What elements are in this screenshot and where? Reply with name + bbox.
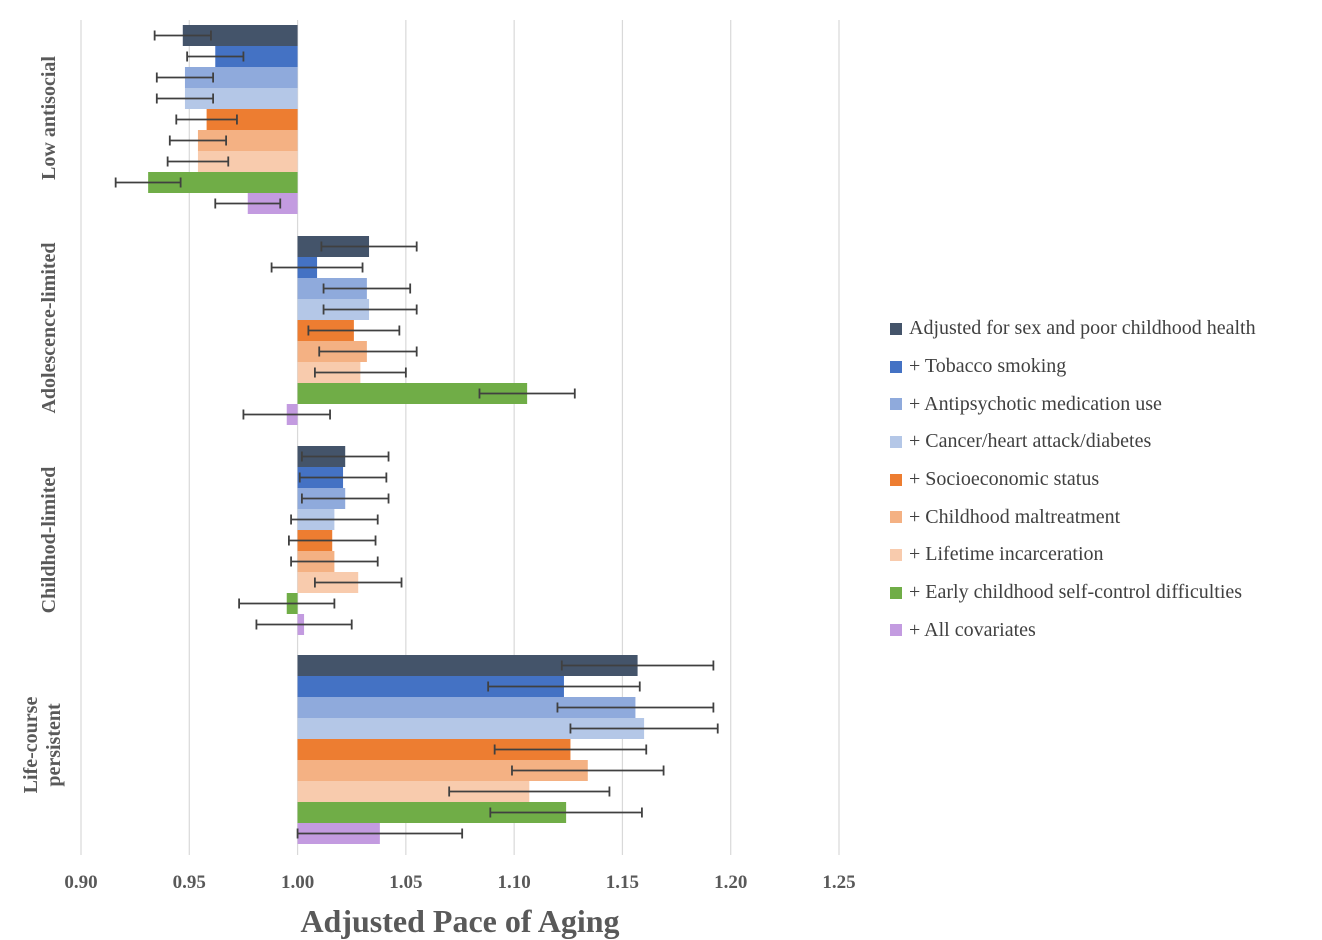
x-tick-label: 1.00 [281, 872, 314, 893]
legend-swatch [890, 435, 902, 448]
legend-item: + Childhood maltreatment [890, 498, 1320, 536]
x-tick-labels: 0.90 0.95 1.00 1.05 1.10 1.15 1.20 1.25 [64, 872, 855, 893]
error-bar [493, 744, 648, 755]
error-bar [168, 135, 228, 146]
error-bar [298, 472, 388, 483]
error-bar [478, 388, 576, 399]
legend-item: + Early childhood self-control difficult… [890, 574, 1320, 612]
error-bar [489, 807, 643, 818]
bars [148, 25, 645, 844]
error-bar [560, 660, 715, 671]
error-bar [487, 681, 641, 692]
legend-item: Adjusted for sex and poor childhood heal… [890, 310, 1320, 348]
error-bar [511, 765, 665, 776]
legend-label: + Socioeconomic status [909, 468, 1100, 491]
category-labels: Low antisocial Adolescence-limited Childho… [20, 56, 65, 794]
legend-item: + All covariates [890, 612, 1320, 650]
error-bar [296, 828, 464, 839]
legend-swatch [890, 624, 902, 637]
legend-item: + Socioeconomic status [890, 461, 1320, 499]
bar [297, 760, 588, 781]
legend-swatch [890, 548, 902, 561]
legend-label: + Tobacco smoking [909, 355, 1067, 378]
error-bar [270, 262, 364, 273]
bar [297, 676, 564, 697]
legend-swatch [890, 473, 902, 486]
error-bar [556, 702, 715, 713]
legend-label: Adjusted for sex and poor childhood heal… [909, 317, 1256, 340]
x-tick-label: 1.20 [714, 872, 747, 893]
error-bar [255, 619, 353, 630]
legend-label: + Lifetime incarceration [909, 543, 1104, 566]
error-bar [153, 30, 212, 41]
bar [297, 718, 645, 739]
legend-item: + Antipsychotic medication use [890, 385, 1320, 423]
x-tick-label: 0.90 [64, 872, 97, 893]
legend-item: + Cancer/heart attack/diabetes [890, 423, 1320, 461]
x-axis-title: Adjusted Pace of Aging [300, 903, 619, 939]
x-tick-label: 1.15 [606, 872, 639, 893]
error-bar [322, 304, 418, 315]
error-bar [186, 51, 245, 62]
error-bar [307, 325, 401, 336]
bar [297, 781, 530, 802]
bar [297, 383, 528, 404]
category-label: Adolescence-limited [38, 242, 60, 413]
error-bar [155, 93, 215, 104]
legend-label: + Cancer/heart attack/diabetes [909, 430, 1152, 453]
error-bar [166, 156, 230, 167]
error-bar [175, 114, 238, 125]
legend-label: + Childhood maltreatment [909, 505, 1121, 528]
bar [182, 25, 298, 46]
bar [184, 88, 298, 109]
legend-label: + All covariates [909, 618, 1036, 641]
legend-swatch [890, 360, 902, 373]
error-bar [569, 723, 719, 734]
error-bar [322, 283, 412, 294]
error-bar [155, 72, 215, 83]
error-bar [288, 535, 377, 546]
bar [297, 739, 571, 760]
legend-swatch [890, 511, 902, 524]
error-bars [114, 30, 719, 839]
error-bar [320, 241, 418, 252]
category-label: Childhod-limited [38, 467, 60, 614]
error-bar [313, 367, 407, 378]
error-bar [242, 409, 331, 420]
bar [297, 802, 567, 823]
bar [148, 172, 298, 193]
bar [197, 151, 298, 172]
legend-item: + Lifetime incarceration [890, 536, 1320, 574]
category-label: Low antisocial [38, 56, 60, 180]
x-tick-label: 1.05 [389, 872, 422, 893]
x-tick-label: 1.10 [498, 872, 531, 893]
error-bar [290, 514, 379, 525]
x-tick-label: 1.25 [822, 872, 855, 893]
legend-swatch [890, 586, 902, 599]
x-tick-label: 0.95 [173, 872, 206, 893]
bar [297, 697, 636, 718]
bar [197, 130, 298, 151]
bar [297, 655, 638, 676]
bar [215, 46, 298, 67]
legend-swatch [890, 322, 902, 335]
error-bar [114, 177, 182, 188]
error-bar [238, 598, 336, 609]
error-bar [448, 786, 611, 797]
bar [184, 67, 298, 88]
error-bar [313, 577, 403, 588]
error-bar [301, 451, 390, 462]
error-bar [318, 346, 418, 357]
error-bar [301, 493, 390, 504]
category-label: Life-coursepersistent [20, 697, 65, 794]
legend-swatch [890, 398, 902, 411]
legend-label: + Antipsychotic medication use [909, 392, 1162, 415]
legend: Adjusted for sex and poor childhood heal… [890, 310, 1320, 649]
legend-item: + Tobacco smoking [890, 348, 1320, 386]
bar [206, 109, 298, 130]
error-bar [290, 556, 379, 567]
legend-label: + Early childhood self-control difficult… [909, 581, 1243, 604]
error-bar [214, 198, 282, 209]
